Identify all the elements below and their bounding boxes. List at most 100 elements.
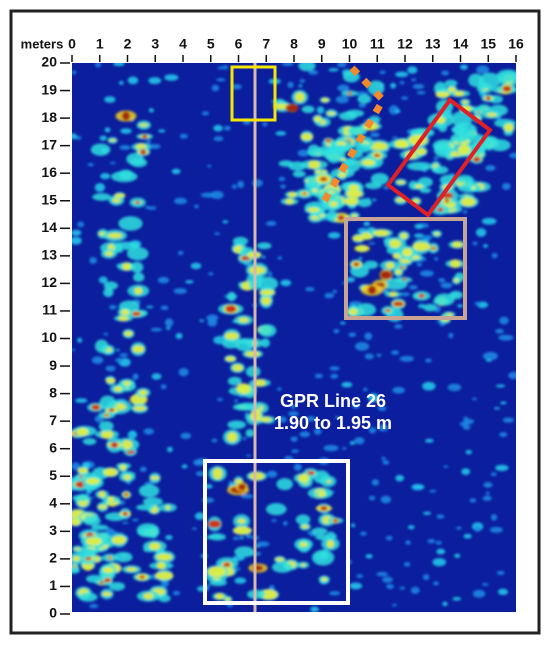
blob <box>495 384 506 388</box>
blob <box>475 228 487 237</box>
blob <box>440 282 453 289</box>
blob <box>140 148 147 156</box>
blob <box>318 490 326 497</box>
blob <box>337 63 347 68</box>
blob <box>72 494 90 502</box>
blob <box>89 604 99 609</box>
blob <box>77 467 88 474</box>
blob <box>509 152 516 159</box>
blob <box>444 79 458 88</box>
blob <box>453 278 460 283</box>
blob <box>377 405 387 412</box>
blob <box>132 518 139 522</box>
blob <box>481 217 497 225</box>
blob <box>131 311 141 317</box>
blob <box>376 571 389 577</box>
blob <box>139 575 145 580</box>
blob <box>463 416 469 421</box>
blob <box>119 464 127 471</box>
blob <box>337 84 350 92</box>
blob <box>463 533 472 539</box>
blob <box>127 76 139 85</box>
blob <box>328 68 339 72</box>
blob <box>379 70 386 75</box>
blob <box>298 63 316 72</box>
annotation: 1.90 to 1.95 m <box>274 413 392 433</box>
blob <box>403 561 411 567</box>
blob <box>248 266 266 275</box>
blob <box>207 566 226 577</box>
blob <box>478 72 502 89</box>
blob <box>74 547 82 551</box>
blob <box>201 111 210 116</box>
blob <box>194 512 205 520</box>
blob <box>300 563 306 567</box>
y-tick-label: 19 <box>41 81 57 97</box>
blob <box>260 338 270 348</box>
blob <box>418 293 425 298</box>
blob <box>211 84 220 92</box>
blob <box>454 553 461 558</box>
blob <box>485 491 490 495</box>
y-tick-label: 18 <box>41 109 57 125</box>
blob <box>280 279 292 287</box>
blob <box>72 133 77 140</box>
blob <box>337 214 345 221</box>
blob <box>371 479 380 486</box>
blob <box>157 129 166 133</box>
blob <box>422 235 433 240</box>
blob <box>335 95 349 104</box>
blob <box>78 592 98 602</box>
blob <box>348 308 358 315</box>
blob <box>281 63 294 66</box>
blob <box>113 63 125 67</box>
blob <box>138 484 160 498</box>
blob <box>368 427 377 434</box>
x-tick-label: 1 <box>96 36 104 52</box>
blob <box>262 122 268 127</box>
blob <box>118 80 124 85</box>
blob <box>271 519 277 522</box>
blob <box>107 232 123 239</box>
blob <box>155 571 174 580</box>
blob <box>499 432 508 437</box>
blob <box>443 110 453 119</box>
blob <box>266 503 287 516</box>
blob <box>471 106 488 112</box>
blob <box>469 498 477 503</box>
blob <box>427 539 436 544</box>
blob <box>78 548 96 558</box>
blob <box>109 161 117 165</box>
blob <box>223 125 231 131</box>
blob <box>210 190 224 200</box>
blob <box>166 446 173 453</box>
y-tick-label: 12 <box>41 274 57 290</box>
blob <box>277 416 287 423</box>
blob <box>179 133 188 139</box>
blob <box>208 520 221 528</box>
blob <box>482 351 499 361</box>
blob <box>433 581 439 586</box>
blob <box>332 518 339 523</box>
blob <box>211 438 218 443</box>
blob <box>358 103 367 108</box>
blob <box>394 139 410 149</box>
blob <box>245 429 255 438</box>
blob <box>265 220 277 227</box>
y-tick-label: 8 <box>49 384 57 400</box>
blob <box>443 465 449 468</box>
blob <box>385 309 391 313</box>
blob <box>227 420 246 429</box>
blob <box>149 542 161 550</box>
blob <box>435 91 451 98</box>
y-tick-label: 7 <box>49 412 57 428</box>
blob <box>451 125 466 134</box>
blob <box>382 278 408 291</box>
blob <box>471 186 476 190</box>
blob <box>215 592 225 600</box>
blob <box>441 70 450 76</box>
blob <box>206 583 211 588</box>
blob <box>144 205 151 209</box>
y-tick-label: 4 <box>49 495 57 511</box>
blob <box>327 232 341 239</box>
